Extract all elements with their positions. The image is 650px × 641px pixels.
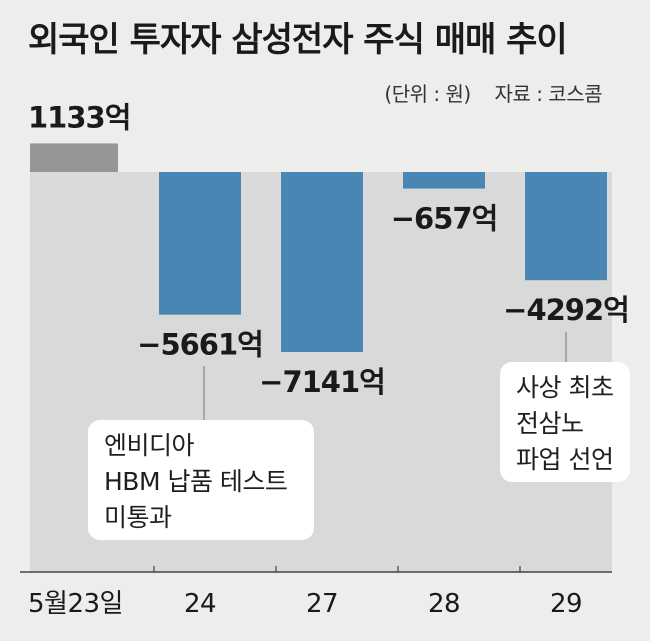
value-label: −7141억 (259, 365, 385, 399)
annotation-callout-24: 엔비디아 HBM 납품 테스트 미통과 (88, 420, 314, 540)
value-label: 1133억 (28, 100, 130, 134)
bar (159, 172, 241, 315)
x-tick-label: 29 (550, 589, 582, 619)
bar (525, 172, 607, 281)
annotation-line: HBM 납품 테스트 (104, 467, 288, 496)
x-tick-label: 27 (306, 589, 338, 619)
value-label: −657억 (391, 202, 498, 236)
x-tick-label: 5월23일 (28, 589, 123, 619)
chart-meta: (단위 : 원) 자료 : 코스콤 (366, 78, 602, 107)
value-label: −4292억 (503, 293, 629, 327)
annotation-callout-29: 사상 최초 전삼노 파업 선언 (500, 362, 630, 482)
bar (30, 143, 118, 172)
annotation-line: 파업 선언 (516, 445, 614, 474)
bar (403, 172, 485, 189)
annotation-line: 엔비디아 (104, 431, 195, 460)
annotation-line: 사상 최초 (516, 373, 614, 402)
bar (281, 172, 363, 352)
unit-note: (단위 : 원) (384, 82, 471, 106)
annotation-line: 전삼노 (516, 409, 584, 438)
source-note: 자료 : 코스콤 (494, 82, 603, 106)
annotation-line: 미통과 (104, 503, 172, 532)
x-tick-label: 28 (428, 589, 460, 619)
chart-title: 외국인 투자자 삼성전자 주식 매매 추이 (28, 20, 568, 60)
x-tick-label: 24 (184, 589, 216, 619)
value-label: −5661억 (137, 328, 263, 362)
